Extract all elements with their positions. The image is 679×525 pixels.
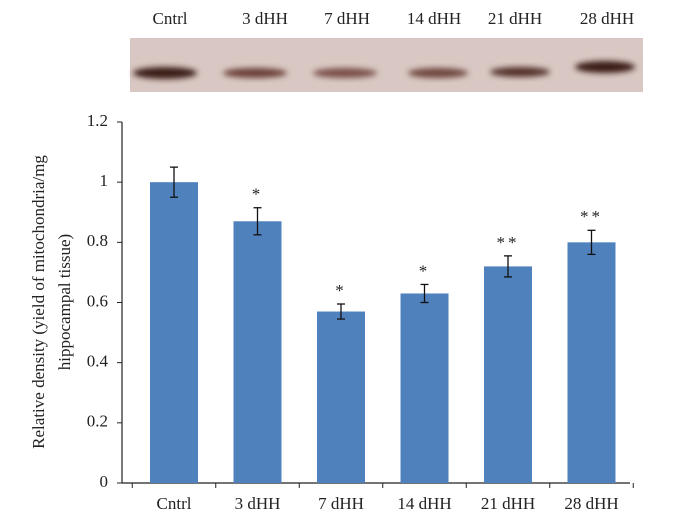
bar — [150, 182, 198, 483]
blot-lane-label: 14 dHH — [407, 9, 461, 28]
blot-band — [575, 61, 635, 73]
x-tick-label: 14 dHH — [397, 494, 451, 513]
blot-band — [223, 68, 287, 78]
bar — [233, 221, 282, 483]
y-tick-label: 0.8 — [87, 231, 108, 250]
blot-lane-label: 7 dHH — [324, 9, 370, 28]
error-bar — [504, 255, 512, 278]
y-axis-title: Relative density (yield of mitochondria/… — [29, 155, 74, 449]
x-tick-label: 3 dHH — [235, 494, 281, 513]
blot-band — [133, 67, 197, 79]
x-tick-label: 7 dHH — [318, 494, 364, 513]
blot-background — [130, 38, 643, 92]
significance-marker: ** — [497, 233, 520, 252]
error-bar — [337, 303, 345, 320]
blot-band — [490, 67, 550, 77]
western-blot — [130, 38, 643, 92]
error-bar — [420, 283, 429, 304]
error-bar — [170, 166, 178, 198]
y-tick-label: 0.4 — [87, 352, 109, 371]
y-axis-title-line: hippocampal tissue) — [55, 234, 74, 370]
blot-lane-label: 21 dHH — [488, 9, 542, 28]
blot-lane-label: Cntrl — [153, 9, 188, 28]
bar — [317, 311, 365, 483]
x-tick-label: Cntrl — [157, 494, 192, 513]
y-tick-label: 0 — [100, 472, 109, 491]
significance-marker: * — [419, 261, 431, 280]
error-bar — [587, 229, 596, 256]
blot-lane-label: 3 dHH — [242, 9, 288, 28]
significance-marker: * — [335, 281, 347, 300]
y-tick-label: 0.2 — [87, 412, 108, 431]
y-tick-label: 1.2 — [87, 111, 108, 130]
x-tick-label: 28 dHH — [564, 494, 618, 513]
blot-band — [313, 68, 377, 78]
significance-marker: ** — [580, 207, 603, 226]
y-axis-title-line: Relative density (yield of mitochondria/… — [29, 155, 48, 449]
significance-marker: * — [252, 185, 264, 204]
x-tick-label: 21 dHH — [481, 494, 535, 513]
blot-lane-label: 28 dHH — [580, 9, 634, 28]
bar — [400, 293, 449, 483]
y-tick-label: 0.6 — [87, 291, 108, 310]
bar — [567, 242, 616, 483]
bar — [484, 266, 532, 483]
y-tick-label: 1 — [100, 171, 109, 190]
blot-band — [408, 68, 468, 78]
error-bar — [253, 207, 262, 236]
